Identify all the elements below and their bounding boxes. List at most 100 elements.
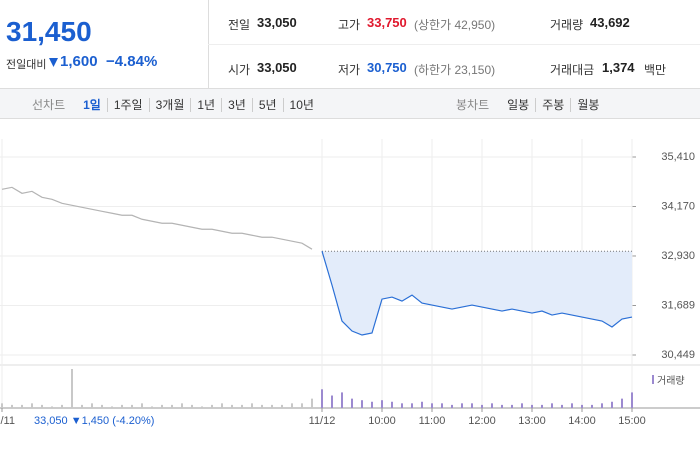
field-value: 30,750 — [367, 60, 407, 75]
volume-bar — [201, 406, 203, 408]
volume-bar — [461, 403, 463, 408]
volume-bar — [121, 404, 123, 408]
volume-bar — [351, 398, 353, 408]
volume-bar — [101, 404, 103, 408]
prev-change: ▼1,450 — [70, 415, 110, 427]
x-tick-label: 10:00 — [368, 415, 396, 427]
field-note: (상한가 42,950) — [414, 18, 496, 32]
x-tick-label: 12:00 — [468, 415, 496, 427]
field-label: 전일 — [228, 18, 251, 32]
legend-label: 거래량 — [657, 376, 685, 387]
volume-bar — [241, 404, 243, 408]
tab[interactable]: 10년 — [282, 98, 320, 112]
volume-bar — [151, 406, 153, 408]
volume-bar — [441, 403, 443, 408]
divider — [208, 44, 700, 45]
volume-bar — [191, 404, 193, 408]
price-line — [1, 186, 313, 250]
volume-bar — [261, 404, 263, 408]
volume-bar — [41, 404, 43, 408]
volume-bar — [91, 403, 93, 408]
volume-bar — [371, 401, 373, 408]
field-value: 43,692 — [590, 15, 630, 30]
tab-group: 봉차트 일봉 주봉 월봉 — [456, 96, 606, 114]
volume-bar — [21, 404, 23, 408]
volume-bar — [421, 401, 423, 408]
change: 1,600 — [60, 53, 98, 70]
volume-bar — [601, 403, 603, 408]
tab[interactable]: 1주일 — [106, 98, 149, 112]
volume-bar — [511, 404, 513, 408]
prev-summary: 33,050 ▼1,450 (-4.20%) — [34, 415, 154, 427]
volume-bar — [221, 403, 223, 408]
volume-bar — [331, 395, 333, 408]
volume-bar — [251, 403, 253, 408]
field-label: 시가 — [228, 63, 251, 77]
volume-bar — [411, 403, 413, 408]
volume-bar — [301, 403, 303, 408]
x-tick-label: 15:00 — [618, 415, 646, 427]
field-label: 고가 — [338, 18, 361, 32]
volume-bar — [431, 403, 433, 408]
price-line — [321, 251, 633, 336]
field-value: 33,750 — [367, 15, 407, 30]
volume-bar — [81, 404, 83, 408]
tab[interactable]: 일봉 — [507, 98, 530, 112]
tab[interactable]: 1년 — [190, 98, 222, 112]
volume-bar — [361, 400, 363, 408]
volume-bar — [311, 398, 313, 408]
field-label: 거래량 — [550, 18, 584, 32]
y-tick-label: 32,930 — [661, 250, 695, 262]
volume-bar — [51, 406, 53, 408]
y-tick-label: 35,410 — [661, 151, 695, 163]
volume-bar — [381, 400, 383, 408]
volume-bar — [621, 398, 623, 408]
x-tick-label: 11/12 — [309, 415, 336, 427]
volume-bar — [341, 392, 343, 408]
volume-bar — [581, 404, 583, 408]
tab[interactable]: 주봉 — [535, 98, 571, 112]
volume-bar — [521, 403, 523, 408]
volume-bar — [271, 404, 273, 408]
x-tick-label: 14:00 — [568, 415, 596, 427]
volume-bar — [11, 404, 13, 408]
field-unit: 백만 — [644, 63, 667, 77]
volume-bar — [401, 403, 403, 408]
volume-bar — [141, 403, 143, 408]
y-tick-label: 31,689 — [661, 299, 695, 311]
volume-bar — [71, 369, 73, 408]
tab[interactable]: 5년 — [251, 98, 283, 112]
price: 31,450 — [6, 16, 92, 47]
tab[interactable]: 1일 — [83, 98, 101, 112]
volume-bar — [551, 403, 553, 408]
volume-bar — [181, 403, 183, 408]
volume-bar — [481, 404, 483, 408]
rate: −4.84% — [106, 53, 158, 70]
volume-bar — [471, 403, 473, 408]
area — [322, 251, 632, 336]
volume-bar — [571, 403, 573, 408]
tab-bar — [0, 89, 700, 119]
volume-bar — [161, 404, 163, 408]
chart: 35,410 34,170 32,930 31,689 30,449 11/11 11/12… — [0, 139, 700, 427]
volume-bar — [451, 404, 453, 408]
header-box — [0, 0, 700, 89]
field-value: 33,050 — [257, 60, 297, 75]
tab[interactable]: 3개월 — [148, 98, 191, 112]
field-label: 저가 — [338, 63, 361, 77]
x-tick-label: 13:00 — [518, 415, 546, 427]
volume-legend: 거래량 — [652, 372, 685, 387]
volume-bar — [231, 404, 233, 408]
volume-bar — [211, 404, 213, 408]
volume-bar — [591, 404, 593, 408]
y-tick-label: 30,449 — [661, 349, 695, 361]
tab[interactable]: 3년 — [221, 98, 252, 112]
tab[interactable]: 월봉 — [570, 98, 606, 112]
field-value: 1,374 — [602, 60, 635, 75]
down-icon — [49, 58, 58, 67]
volume-bar — [561, 404, 563, 408]
legend-swatch — [652, 375, 654, 384]
prev-price: 33,050 — [34, 415, 68, 427]
volume-bar — [291, 403, 293, 408]
